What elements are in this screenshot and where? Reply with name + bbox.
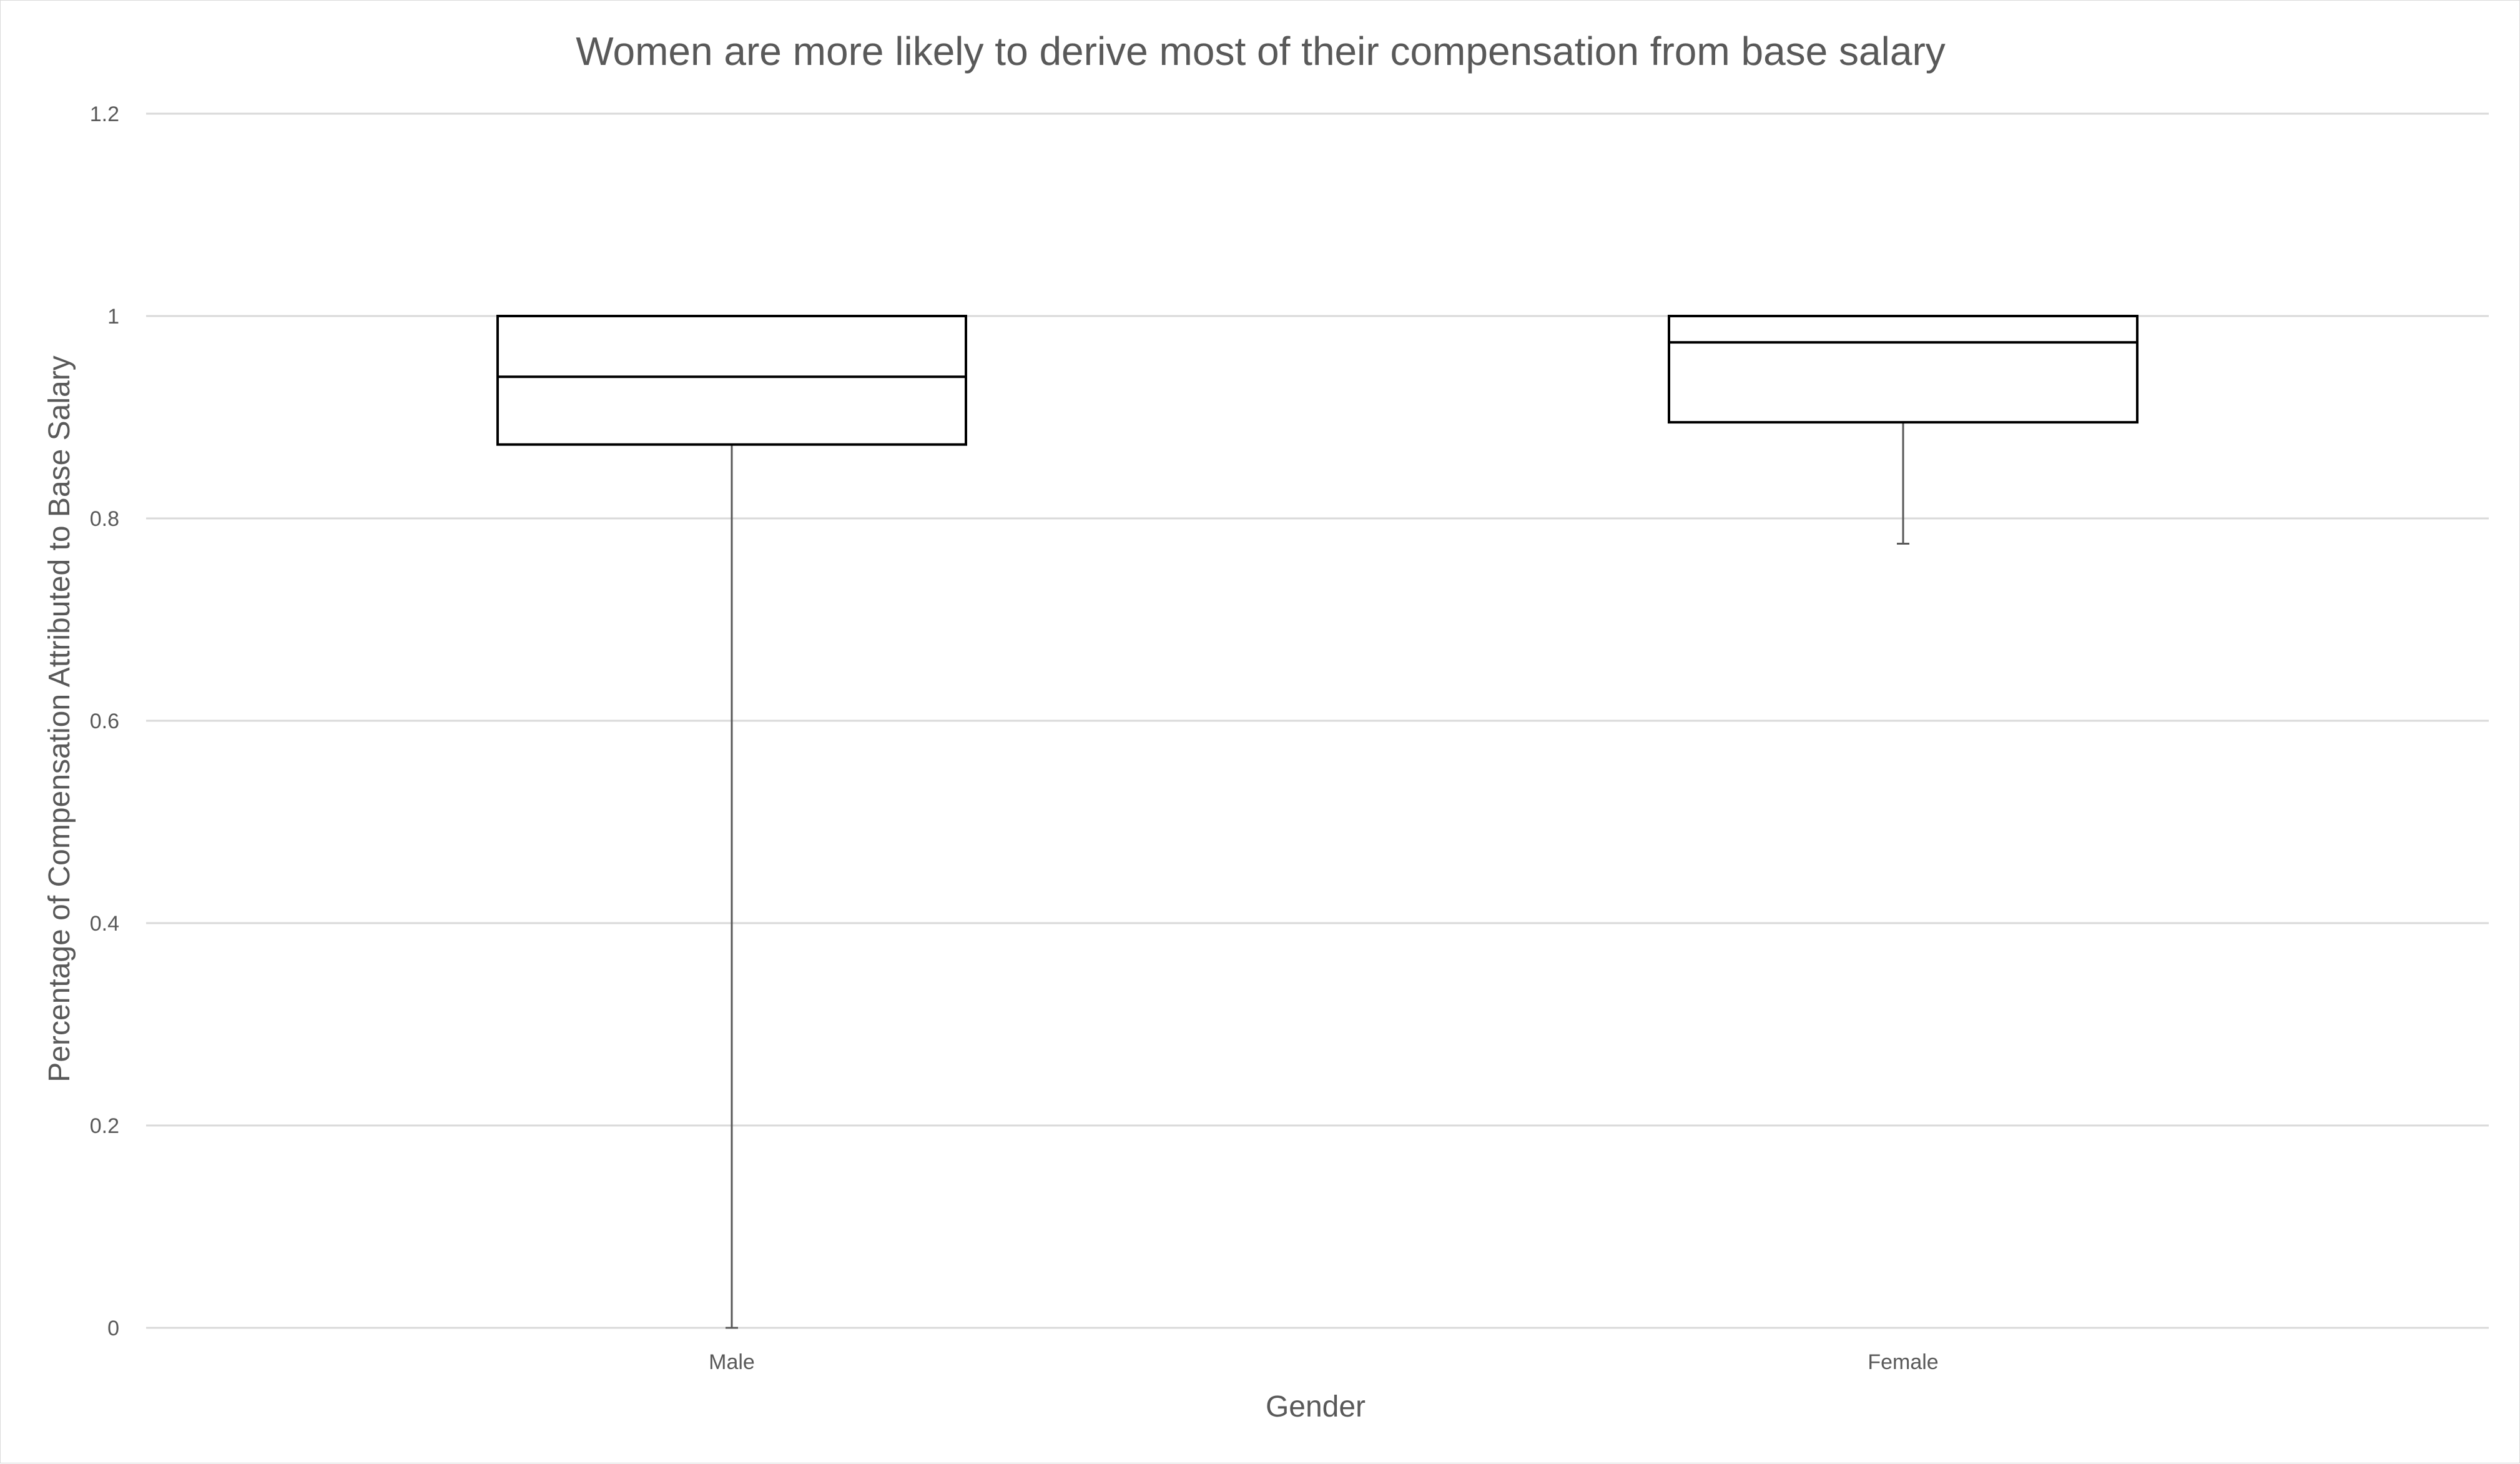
box-series [496,315,2139,1329]
y-tick-label: 1 [107,305,119,329]
chart-title: Women are more likely to derive most of … [576,29,1946,74]
y-tick-label: 0 [107,1317,119,1340]
box-female [1668,315,2139,545]
gridlines [146,112,2489,1329]
y-tick-label: 0.4 [90,912,119,936]
y-axis-ticks: 0 0.2 0.4 0.6 0.8 1 1.2 [90,102,119,1340]
box-body [496,315,967,446]
y-tick-label: 0.6 [90,710,119,733]
box-male [496,315,967,1329]
box-body [1668,315,2139,424]
x-axis-title: Gender [1266,1390,1366,1423]
y-tick-label: 1.2 [90,102,119,126]
y-tick-label: 0.8 [90,507,119,531]
y-tick-label: 0.2 [90,1114,119,1138]
x-axis-ticks: Male Female [709,1350,1939,1374]
x-tick-label: Female [1868,1350,1938,1374]
y-axis-title: Percentage of Compensation Attributed to… [43,355,76,1082]
x-tick-label: Male [709,1350,755,1374]
